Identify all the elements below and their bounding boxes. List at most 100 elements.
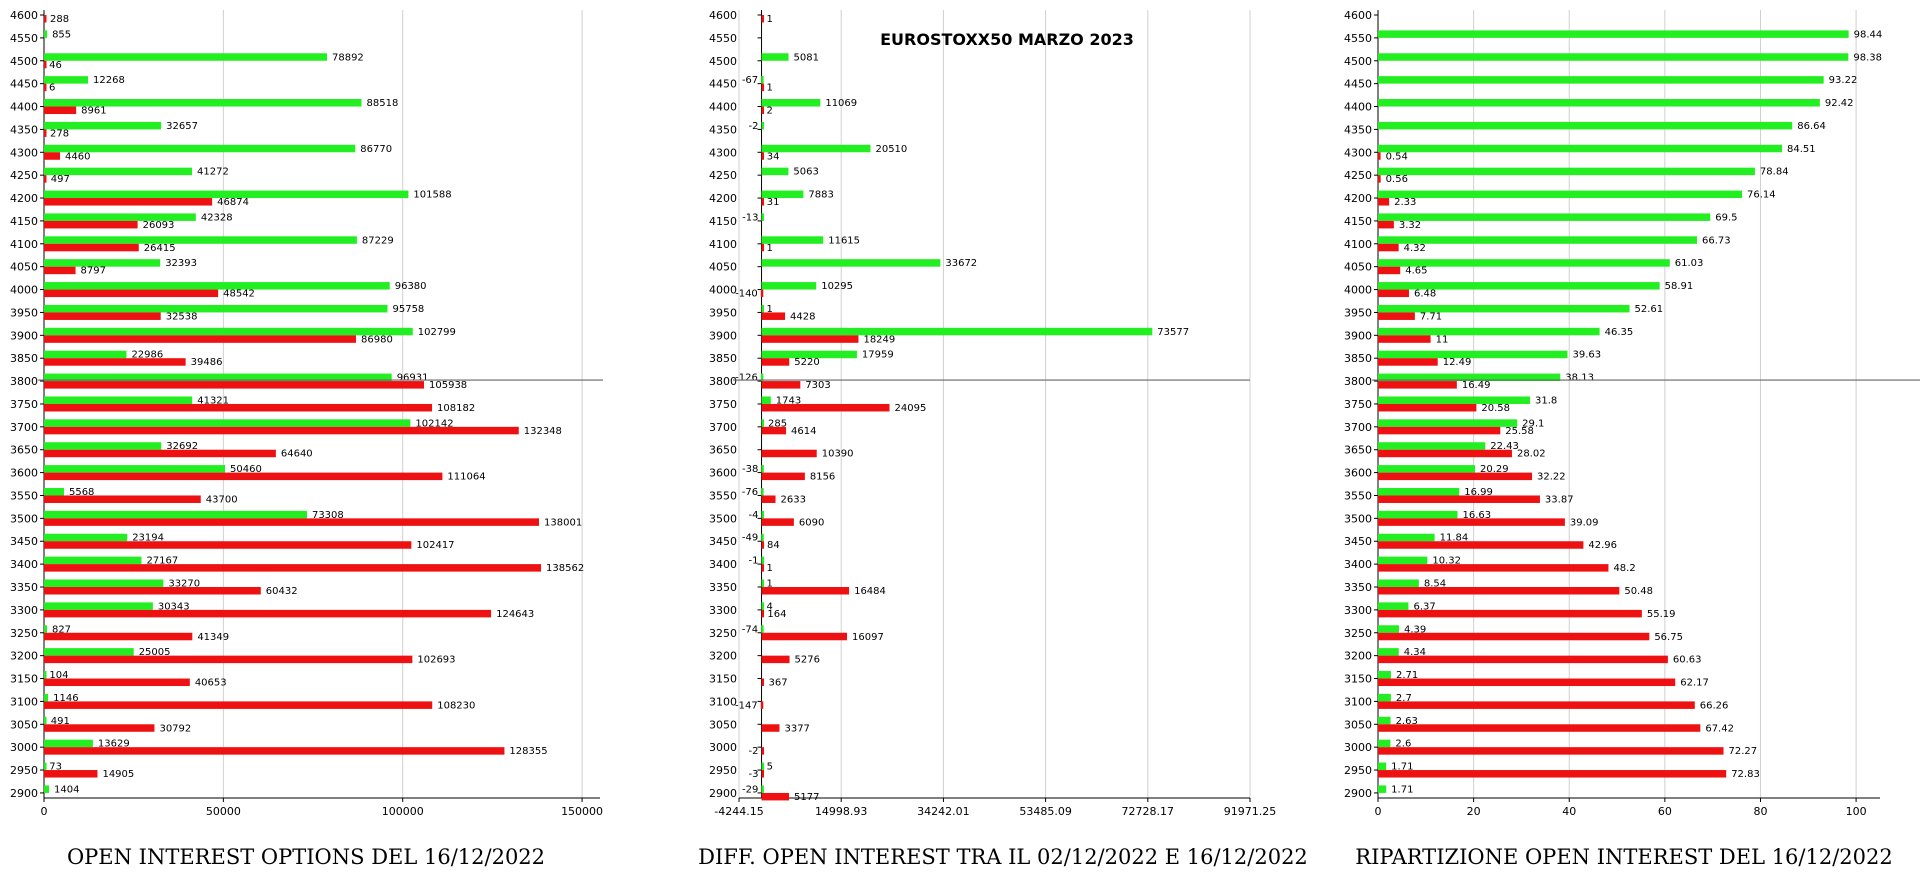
bar-green-1-15 (761, 350, 857, 359)
bar-red-2-22 (1378, 518, 1565, 526)
data-label-red-2-13: 7.71 (1420, 311, 1442, 322)
bar-red-0-11 (44, 266, 76, 275)
bar-red-1-8 (761, 198, 765, 206)
y-tick-label-2-32: 3000 (1344, 741, 1372, 754)
data-label-red-2-21: 33.87 (1545, 494, 1574, 505)
data-label-green-2-2: 98.38 (1853, 52, 1882, 63)
bar-green-2-5 (1378, 121, 1793, 130)
bar-green-2-4 (1378, 99, 1820, 107)
y-tick-label-2-14: 3900 (1344, 329, 1372, 342)
y-tick-label-0-7: 4250 (10, 169, 38, 182)
bar-green-2-10 (1378, 236, 1698, 244)
bar-green-0-8 (44, 190, 409, 199)
data-label-green-2-6: 84.51 (1787, 144, 1816, 155)
bar-green-0-25 (44, 579, 164, 587)
bar-red-0-18 (44, 426, 519, 435)
data-label-green-2-26: 6.37 (1413, 601, 1435, 612)
y-tick-label-1-27: 3250 (709, 627, 737, 640)
bar-green-2-9 (1378, 213, 1711, 221)
bar-red-2-25 (1378, 587, 1620, 595)
bar-red-2-19 (1378, 449, 1512, 458)
bar-green-2-23 (1378, 533, 1435, 542)
data-label-red-1-16: 7303 (805, 380, 830, 391)
data-label-red-0-26: 124643 (496, 609, 534, 620)
data-label-green-0-29: 104 (49, 670, 68, 681)
bar-green-0-6 (44, 144, 356, 153)
data-label-green-2-18: 29.1 (1522, 418, 1544, 429)
bar-red-1-22 (761, 518, 794, 526)
y-tick-label-2-28: 3200 (1344, 650, 1372, 663)
data-label-red-1-25: 16484 (854, 586, 886, 597)
data-label-red-1-22: 6090 (799, 517, 824, 528)
bar-green-2-26 (1378, 602, 1409, 610)
data-label-green-0-26: 30343 (158, 601, 190, 612)
data-label-red-2-14: 11 (1436, 334, 1449, 345)
y-tick-label-1-1: 4550 (709, 32, 737, 45)
data-label-red-1-15: 5220 (794, 357, 819, 368)
data-label-green-1-20: -38 (742, 464, 758, 475)
bar-red-1-30 (760, 701, 764, 709)
bar-green-2-6 (1378, 144, 1783, 153)
bar-red-0-26 (44, 609, 492, 618)
bar-green-1-8 (761, 190, 804, 199)
bar-green-0-34 (44, 785, 50, 793)
x-tick-label-2-0: 0 (1375, 805, 1382, 818)
y-tick-label-2-22: 3500 (1344, 512, 1372, 525)
data-label-red-2-22: 39.09 (1570, 517, 1599, 528)
bar-red-1-18 (761, 426, 787, 435)
bar-green-0-10 (44, 236, 357, 244)
data-label-red-0-2: 46 (49, 60, 62, 71)
data-label-red-0-11: 8797 (81, 266, 106, 277)
data-label-green-0-4: 88518 (367, 98, 399, 109)
data-label-red-2-27: 56.75 (1654, 632, 1683, 643)
data-label-green-0-5: 32657 (166, 121, 198, 132)
data-label-red-2-6: 0.54 (1386, 151, 1408, 162)
bar-red-2-31 (1378, 724, 1701, 732)
y-tick-label-1-7: 4250 (709, 169, 737, 182)
data-label-green-2-29: 2.71 (1396, 670, 1418, 681)
bar-red-2-28 (1378, 655, 1668, 664)
data-label-green-0-14: 102799 (418, 327, 456, 338)
bar-red-1-12 (760, 289, 764, 298)
bar-green-1-17 (761, 396, 771, 404)
data-label-green-2-34: 1.71 (1391, 784, 1413, 795)
y-tick-label-0-12: 4000 (10, 284, 38, 297)
y-tick-label-2-3: 4450 (1344, 78, 1372, 91)
x-tick-label-1-1: 14998.93 (815, 805, 868, 818)
data-label-green-0-2: 78892 (332, 52, 364, 63)
y-tick-label-1-4: 4400 (709, 101, 737, 114)
bar-red-1-19 (761, 449, 817, 458)
bar-green-2-33 (1378, 762, 1387, 771)
data-label-red-2-17: 20.58 (1481, 403, 1510, 414)
data-label-red-1-13: 4428 (790, 311, 815, 322)
data-label-red-1-14: 18249 (863, 334, 895, 345)
bar-red-2-26 (1378, 609, 1642, 618)
y-tick-label-0-23: 3450 (10, 535, 38, 548)
data-label-green-1-25: 1 (767, 579, 773, 590)
bar-red-2-20 (1378, 472, 1533, 481)
data-label-red-1-17: 24095 (895, 403, 927, 414)
bar-green-1-14 (761, 327, 1153, 336)
bar-green-0-21 (44, 487, 64, 496)
y-tick-label-2-27: 3250 (1344, 627, 1372, 640)
y-tick-label-0-27: 3250 (10, 627, 38, 640)
bar-green-2-25 (1378, 579, 1419, 587)
x-tick-label-1-4: 72728.17 (1122, 805, 1175, 818)
bar-red-0-7 (44, 175, 47, 183)
bar-red-2-14 (1378, 335, 1431, 343)
data-label-red-1-27: 16097 (852, 632, 884, 643)
y-tick-label-0-26: 3300 (10, 604, 38, 617)
bar-red-0-21 (44, 495, 201, 503)
y-tick-label-0-20: 3600 (10, 467, 38, 480)
y-tick-label-0-32: 3000 (10, 741, 38, 754)
data-label-red-1-19: 10390 (822, 449, 854, 460)
data-label-green-1-23: -49 (742, 533, 758, 544)
data-label-red-0-27: 41349 (197, 632, 229, 643)
y-tick-label-1-9: 4150 (709, 215, 737, 228)
bar-green-1-2 (761, 53, 789, 61)
bar-green-0-26 (44, 602, 153, 610)
x-tick-label-0-0: 0 (41, 805, 48, 818)
bar-red-2-24 (1378, 564, 1609, 572)
data-label-red-2-7: 0.56 (1386, 174, 1408, 185)
